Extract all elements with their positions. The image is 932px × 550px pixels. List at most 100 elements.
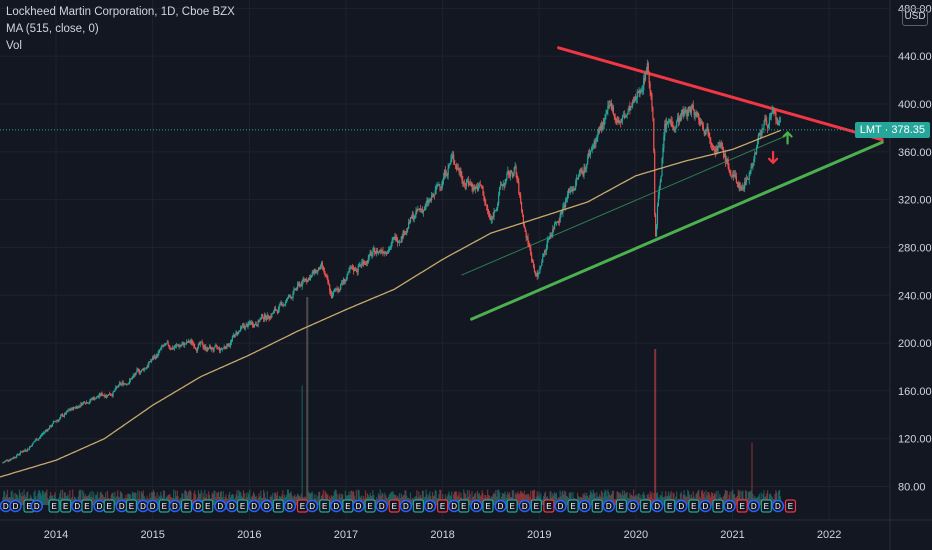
candle-body (768, 117, 771, 125)
candle-body (563, 205, 565, 208)
dividend-marker[interactable]: D (225, 499, 239, 513)
earnings-marker[interactable]: E (202, 499, 214, 513)
volume-bar (526, 494, 528, 505)
candle-body (128, 380, 131, 384)
dividend-marker[interactable]: D (115, 499, 129, 513)
dividend-marker[interactable]: D (675, 499, 688, 513)
earnings-marker[interactable]: E (81, 499, 93, 513)
dividend-marker[interactable]: D (30, 499, 43, 513)
earnings-marker[interactable]: E (436, 499, 449, 513)
earnings-marker[interactable]: E (60, 499, 72, 513)
earnings-marker[interactable]: E (506, 499, 518, 513)
volume-bar (33, 491, 35, 505)
earnings-marker[interactable]: E (567, 499, 579, 513)
volume-bar (387, 496, 390, 505)
earnings-marker[interactable]: E (664, 499, 676, 513)
volume-bar (673, 493, 675, 505)
candle-body (649, 83, 651, 92)
dividend-marker[interactable]: D (602, 499, 616, 513)
volume-bar (471, 491, 473, 505)
dividend-marker[interactable]: D (168, 499, 182, 513)
dividend-marker[interactable]: D (330, 499, 343, 513)
volume-bar (617, 491, 619, 505)
earnings-marker[interactable]: E (543, 499, 555, 513)
event-letter: E (84, 502, 89, 511)
candle-body (341, 282, 343, 284)
earnings-marker[interactable]: E (530, 499, 542, 513)
earnings-marker[interactable]: E (180, 499, 193, 513)
earnings-marker[interactable]: E (688, 499, 700, 513)
dividend-marker[interactable]: D (399, 499, 413, 513)
dividend-marker[interactable]: D (375, 499, 388, 513)
earnings-marker[interactable]: E (784, 499, 797, 513)
dividend-marker[interactable]: D (214, 499, 227, 513)
dividend-marker[interactable]: D (626, 499, 640, 513)
earnings-marker[interactable]: E (639, 499, 652, 513)
earnings-marker[interactable]: E (158, 499, 170, 513)
candle-body (643, 78, 646, 80)
dividend-marker[interactable]: D (494, 499, 507, 513)
volume-bar (379, 489, 381, 505)
earnings-marker[interactable]: E (760, 499, 772, 513)
dividend-marker[interactable]: D (470, 499, 483, 513)
volume-bar (83, 492, 85, 505)
volume-bar (705, 490, 707, 505)
earnings-marker[interactable]: E (482, 499, 494, 513)
dividend-marker[interactable]: D (247, 499, 261, 513)
dividend-marker[interactable]: D (260, 499, 273, 513)
dividend-marker[interactable]: D (352, 499, 365, 513)
dividend-marker[interactable]: D (146, 499, 159, 513)
volume-bar (177, 496, 179, 505)
dividend-marker[interactable]: D (305, 499, 319, 513)
volume-bar (685, 496, 687, 505)
dividend-marker[interactable]: D (747, 499, 760, 513)
dividend-marker[interactable]: D (93, 499, 106, 513)
earnings-marker[interactable]: E (364, 499, 376, 513)
y-tick-label: 480.00 (898, 3, 932, 15)
candle-body (357, 266, 359, 273)
event-letter: D (3, 502, 9, 511)
dividend-marker[interactable]: D (771, 499, 785, 513)
dividend-marker[interactable]: D (699, 499, 712, 513)
dividend-marker[interactable]: D (283, 499, 297, 513)
candle-body (152, 357, 155, 359)
earnings-marker[interactable]: E (388, 499, 400, 513)
candle-body (188, 340, 190, 343)
earnings-marker[interactable]: E (712, 499, 724, 513)
volume-bar (655, 493, 658, 505)
dividend-marker[interactable]: D (136, 499, 150, 513)
dividend-marker[interactable]: D (650, 499, 664, 513)
volume-bar (195, 494, 197, 505)
earnings-marker[interactable]: E (319, 499, 331, 513)
earnings-marker[interactable]: E (412, 499, 425, 513)
dividend-marker[interactable]: D (423, 499, 437, 513)
dividend-marker[interactable]: D (518, 499, 531, 513)
volume-bar (589, 490, 592, 505)
earnings-marker[interactable]: E (103, 499, 115, 513)
event-letter: E (440, 502, 445, 511)
candle-body (179, 346, 181, 347)
earnings-marker[interactable]: E (342, 499, 354, 513)
dividend-marker[interactable]: D (578, 499, 591, 513)
dividend-marker[interactable]: D (9, 499, 22, 513)
earnings-marker[interactable]: E (272, 499, 284, 513)
earnings-marker[interactable]: E (615, 499, 627, 513)
dividend-marker[interactable]: D (554, 499, 567, 513)
candle-body (26, 450, 28, 452)
volume-bar (324, 490, 326, 505)
currency-button[interactable]: USD (902, 8, 928, 26)
dividend-marker[interactable]: D (723, 499, 736, 513)
dividend-marker[interactable]: D (191, 499, 205, 513)
earnings-marker[interactable]: E (458, 499, 470, 513)
candle-body (289, 295, 291, 298)
candle-body (463, 183, 465, 185)
earnings-marker[interactable]: E (48, 499, 60, 513)
earnings-marker[interactable]: E (736, 499, 748, 513)
earnings-marker[interactable]: E (125, 499, 138, 513)
earnings-marker[interactable]: E (236, 499, 249, 513)
dividend-marker[interactable]: D (71, 499, 84, 513)
earnings-marker[interactable]: E (591, 499, 603, 513)
dividend-marker[interactable]: D (447, 499, 461, 513)
event-letter: E (107, 502, 112, 511)
